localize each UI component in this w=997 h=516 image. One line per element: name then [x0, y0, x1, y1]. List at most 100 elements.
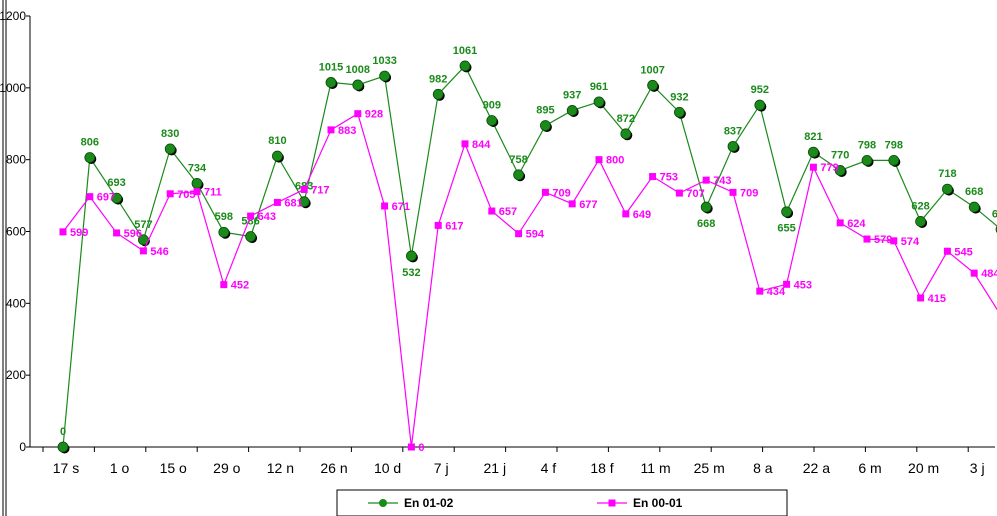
x-tick-label: 21 j	[484, 460, 507, 476]
data-point	[461, 140, 469, 148]
data-label: 453	[794, 279, 812, 291]
data-point	[432, 88, 444, 100]
y-tick-label: 600	[6, 225, 26, 239]
data-label: 434	[767, 286, 786, 298]
data-label: 810	[268, 135, 286, 147]
data-point	[593, 96, 605, 108]
data-label: 718	[938, 168, 956, 180]
data-label: 1008	[346, 64, 370, 76]
data-label: 711	[204, 187, 222, 199]
data-point	[834, 165, 846, 176]
data-point	[915, 216, 926, 227]
x-tick-label: 15 o	[160, 460, 187, 476]
data-label: 928	[365, 109, 383, 121]
data-point	[566, 105, 578, 116]
data-point	[595, 156, 603, 164]
data-label: 617	[445, 220, 463, 232]
data-point	[808, 146, 819, 158]
data-label: 909	[483, 100, 501, 112]
data-point	[702, 176, 710, 184]
series-line	[62, 64, 997, 448]
data-point	[405, 250, 417, 262]
data-point	[139, 247, 147, 255]
data-point	[381, 202, 389, 210]
legend: En 01-02 En 00-01	[336, 489, 788, 516]
data-point	[540, 120, 551, 131]
data-point	[809, 163, 817, 171]
data-label: 545	[954, 246, 972, 258]
data-label: 693	[107, 177, 125, 189]
data-point	[888, 154, 900, 166]
data-point	[57, 441, 69, 453]
x-tick-label: 12 n	[267, 460, 294, 476]
legend-swatch-marker	[608, 499, 616, 507]
data-label: 546	[150, 246, 168, 258]
data-point	[968, 201, 980, 213]
data-point	[111, 192, 122, 204]
data-label: 872	[617, 113, 635, 125]
data-point	[943, 247, 951, 255]
data-label: 677	[579, 199, 597, 211]
data-point	[620, 128, 632, 140]
y-tick-label: 400	[6, 296, 26, 310]
x-tick-label: 3 j	[970, 460, 985, 476]
data-point	[488, 207, 496, 215]
data-label: 452	[231, 280, 249, 292]
x-tick-label: 8 a	[753, 460, 773, 476]
data-label: 598	[215, 211, 233, 223]
data-point	[917, 294, 925, 302]
data-point	[220, 281, 228, 289]
series-layer: 0806693577830734598586810683101510081033…	[57, 45, 997, 454]
data-label: 705	[177, 189, 195, 201]
data-label: 837	[724, 125, 742, 137]
data-point	[675, 189, 683, 197]
data-point	[191, 177, 203, 189]
data-point	[781, 206, 792, 218]
y-tick-label: 1200	[0, 9, 26, 23]
x-tick-label: 26 n	[320, 460, 347, 476]
legend-box	[336, 489, 788, 516]
data-label: 415	[928, 293, 946, 305]
data-label: 753	[660, 172, 678, 184]
data-point	[113, 229, 121, 237]
x-tick-label: 7 j	[434, 460, 449, 476]
data-label: 596	[124, 228, 142, 240]
data-label: 1007	[640, 64, 664, 76]
data-label: 624	[847, 218, 866, 230]
data-label: 770	[831, 149, 849, 161]
data-point	[407, 443, 415, 451]
data-label: 937	[563, 89, 581, 101]
data-label: 806	[81, 137, 99, 149]
series-line	[62, 112, 997, 448]
data-label: 798	[858, 139, 876, 151]
x-tick-label: 11 m	[641, 460, 671, 476]
data-label: 1061	[453, 45, 477, 57]
data-label: 643	[258, 211, 276, 223]
data-label: 844	[472, 139, 491, 151]
data-label: 883	[338, 125, 356, 137]
data-point	[166, 190, 174, 198]
x-tick-label: 22 a	[803, 460, 830, 476]
legend-swatch-marker	[379, 499, 387, 507]
data-point	[649, 173, 657, 181]
data-point	[218, 226, 230, 238]
data-point	[756, 287, 764, 295]
data-label: 671	[392, 201, 410, 213]
data-point	[379, 70, 391, 82]
data-point	[513, 169, 524, 181]
x-tick-label: 10 d	[374, 460, 401, 476]
data-label: 709	[552, 187, 570, 199]
data-label: 579	[874, 234, 892, 246]
data-label: 0	[418, 442, 424, 454]
data-label: 895	[536, 105, 554, 117]
data-point	[783, 280, 791, 288]
data-label: 779	[820, 162, 838, 174]
data-label: 758	[509, 154, 527, 166]
data-label: 707	[686, 188, 704, 200]
data-point	[247, 212, 255, 220]
data-point	[459, 60, 471, 72]
data-label: 1015	[319, 61, 343, 73]
data-label: 657	[499, 206, 517, 218]
y-tick-label: 200	[6, 368, 26, 382]
